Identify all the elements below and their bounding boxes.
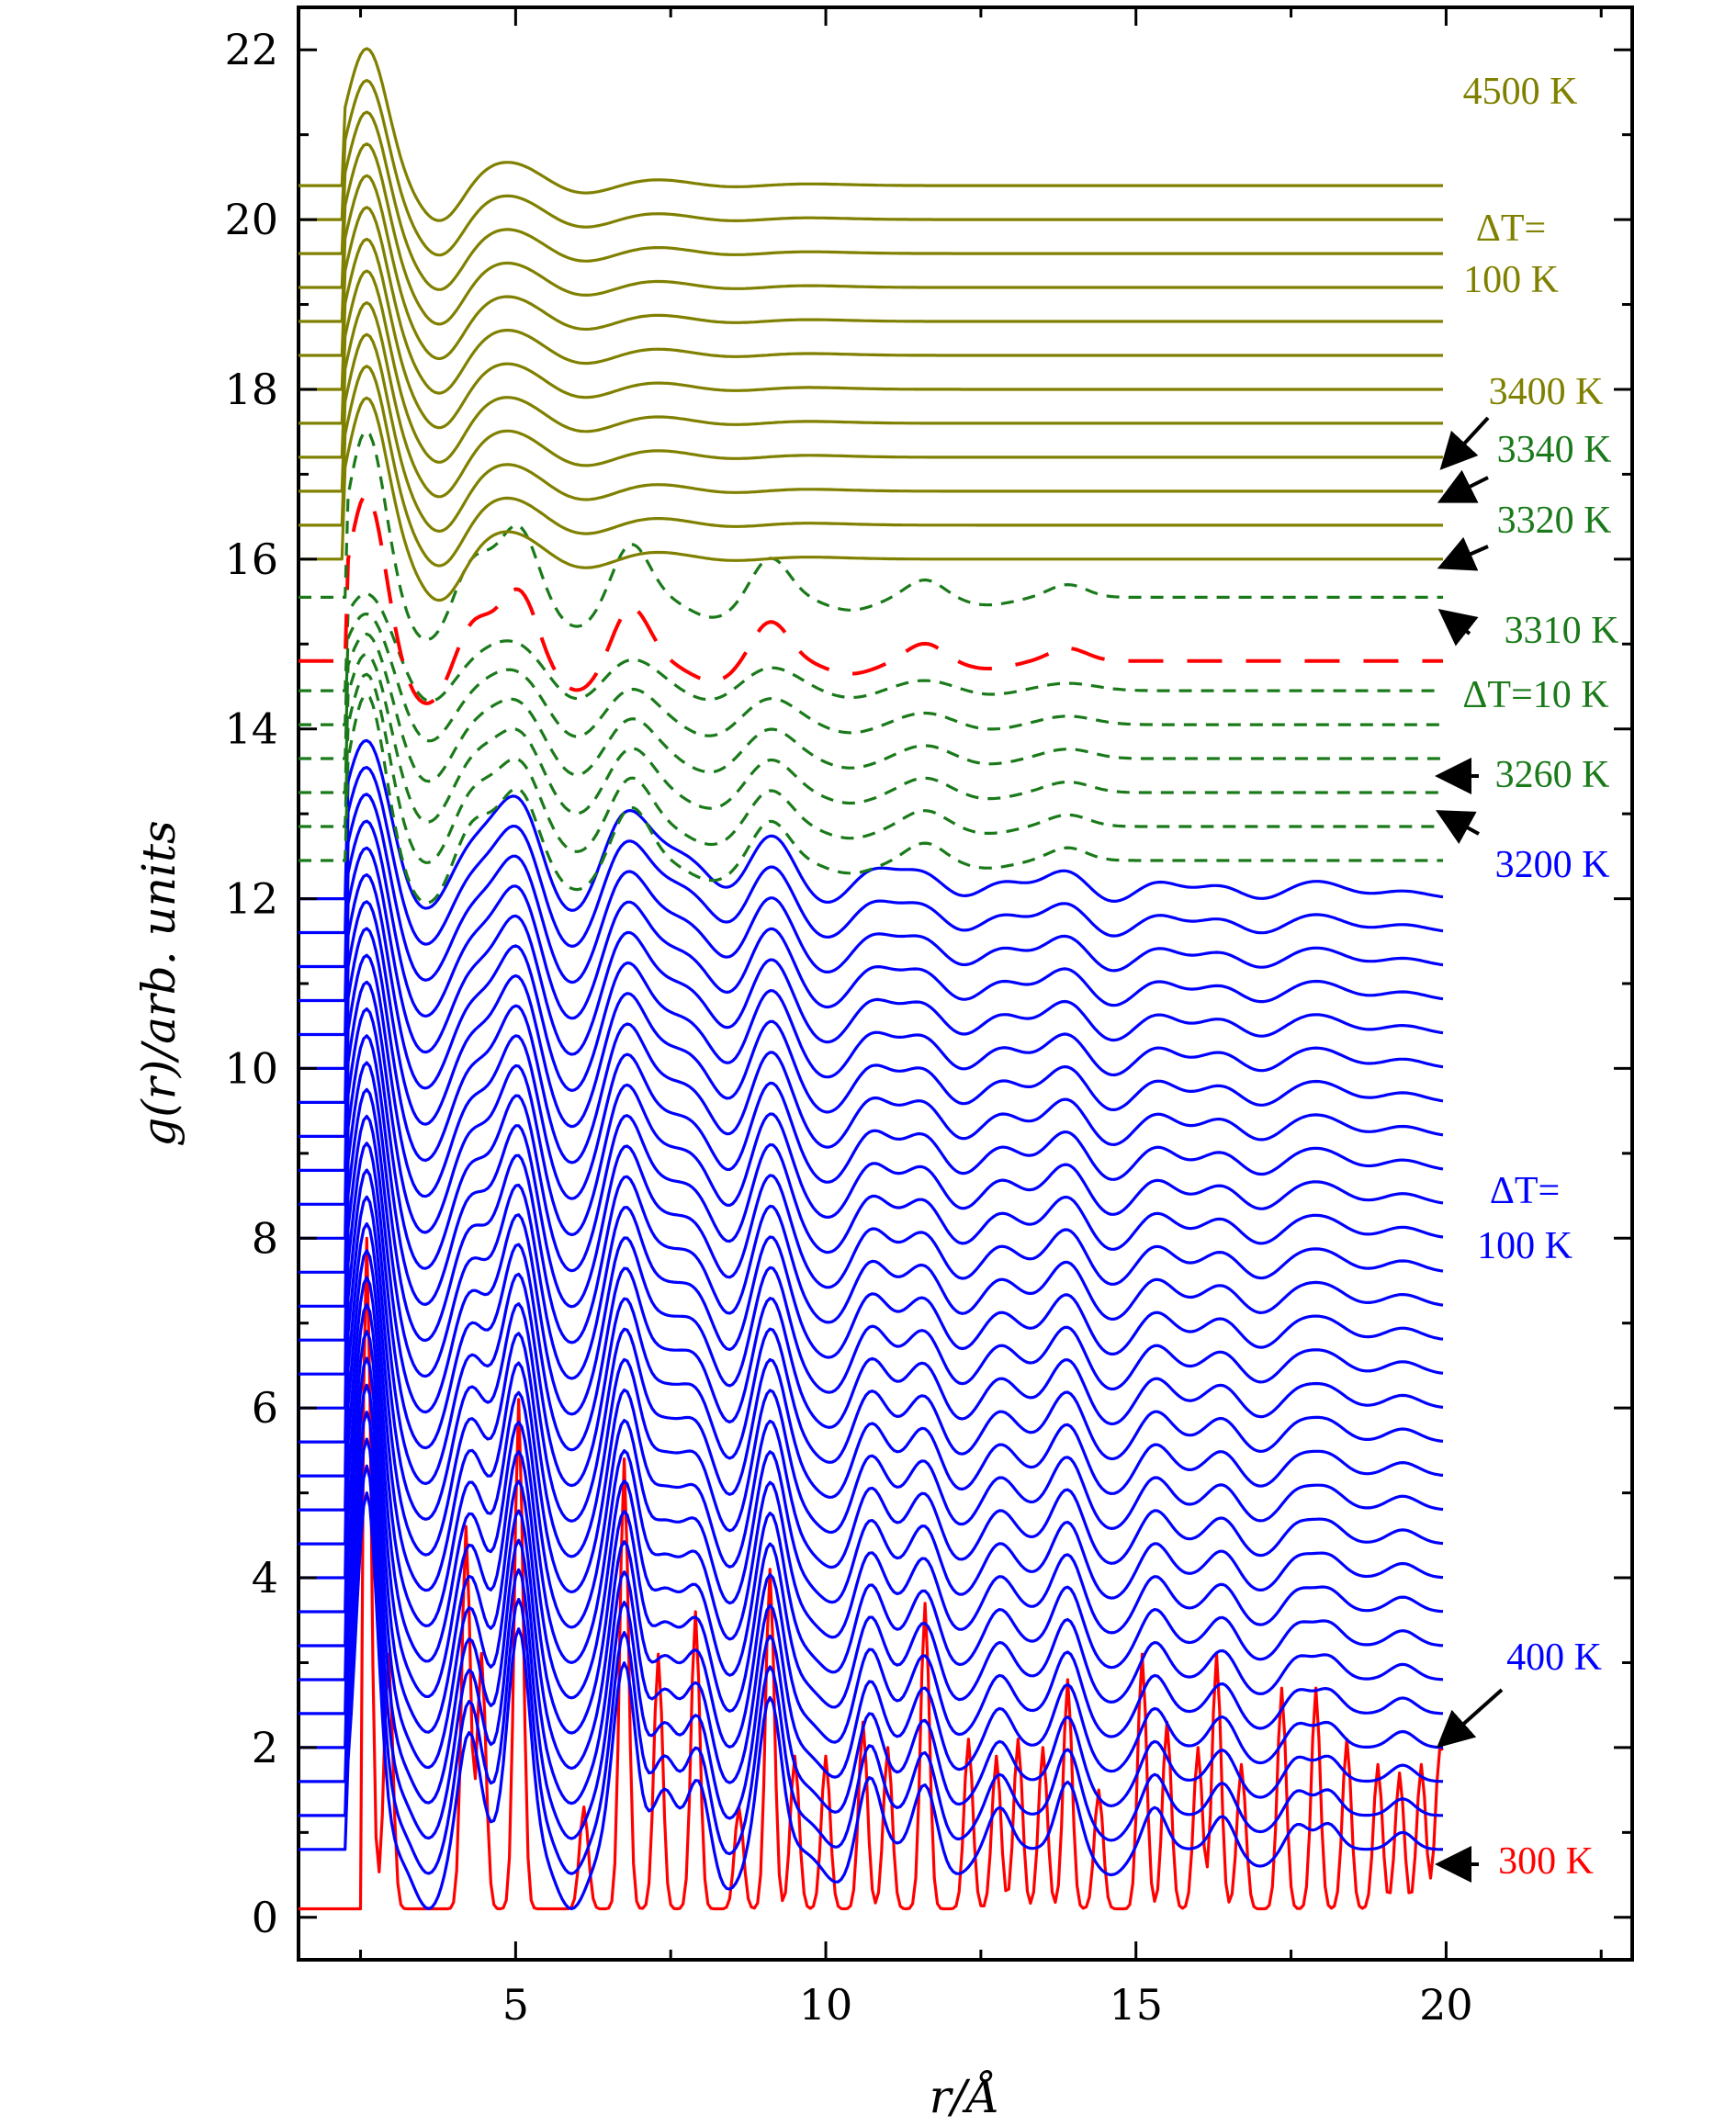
rdf-curve-2400K — [299, 953, 1444, 1200]
rdf-curve-1900K — [299, 1087, 1444, 1380]
rdf-curve-4200K — [299, 142, 1443, 326]
y-tick-label: 6 — [252, 1383, 278, 1433]
rdf-curve-4300K — [299, 110, 1443, 291]
rdf-curve-3700K — [299, 301, 1443, 499]
label-transition-delta-t: ΔT=10 K — [1462, 674, 1608, 716]
arrow-layer — [1435, 416, 1504, 1883]
label-3260K: 3260 K — [1495, 754, 1610, 796]
rdf-curve-1700K — [299, 1142, 1444, 1452]
y-tick-label: 16 — [224, 534, 278, 584]
rdf-curve-2600K — [299, 900, 1444, 1129]
rdf-curve-2300K — [299, 980, 1444, 1237]
label-3320K: 3320 K — [1497, 500, 1612, 542]
rdf-curve-3290K — [299, 632, 1443, 783]
rdf-curve-4100K — [299, 174, 1443, 361]
rdf-curve-3300K — [299, 612, 1443, 743]
x-tick-label: 15 — [1109, 1980, 1163, 2030]
rdf-curve-3600K — [299, 332, 1443, 533]
label-liquid-delta-t: ΔT= — [1476, 208, 1546, 250]
y-tick-label: 22 — [224, 25, 278, 74]
rdf-curve-1000K — [299, 1330, 1444, 1700]
rdf-curve-3500K — [299, 365, 1443, 568]
x-axis-title: r/Å — [930, 2069, 1000, 2123]
y-tick-label: 14 — [224, 704, 278, 754]
series-layer — [299, 47, 1444, 1911]
rdf-curve-3310K — [299, 592, 1443, 703]
y-axis-title: g(r)/arb. units — [132, 820, 186, 1146]
rdf-curve-1400K — [299, 1221, 1444, 1558]
rdf-curve-2800K — [299, 846, 1444, 1056]
y-tick-label: 18 — [224, 365, 278, 414]
arrow-3400K — [1439, 416, 1490, 470]
rdf-curve-800K — [299, 1383, 1444, 1771]
x-tick-label: 20 — [1419, 1980, 1473, 2030]
label-liquid-delta-t-value: 100 K — [1463, 259, 1559, 301]
rdf-curve-3000K — [299, 793, 1444, 984]
arrow-3310K — [1437, 609, 1479, 647]
label-3340K: 3340 K — [1497, 429, 1612, 471]
arrow-3340K — [1437, 469, 1489, 503]
annotation-layer: 4500 K ΔT= 100 K 3400 K 3340 K 3320 K 33… — [1462, 71, 1618, 1883]
rdf-curve-2000K — [299, 1061, 1444, 1344]
rdf-curve-4500K — [299, 47, 1443, 222]
rdf-curve-400K — [299, 1491, 1443, 1911]
rdf-curve-2700K — [299, 872, 1444, 1092]
rdf-curve-3100K — [299, 766, 1444, 948]
y-tick-label: 0 — [252, 1893, 278, 1942]
rdf-curve-500K — [299, 1464, 1443, 1875]
plot-frame — [297, 6, 1634, 1962]
rdf-curve-4400K — [299, 78, 1443, 257]
rdf-curve-2100K — [299, 1034, 1444, 1309]
rdf-curve-3400K — [299, 396, 1443, 602]
label-3400K: 3400 K — [1489, 371, 1604, 413]
y-tick-label: 4 — [252, 1553, 278, 1603]
y-tick-label: 2 — [252, 1723, 278, 1772]
arrow-3200K — [1435, 810, 1480, 844]
rdf-curve-3340K — [299, 430, 1443, 642]
rdf-curve-1800K — [299, 1114, 1444, 1416]
rdf-curve-300K — [299, 1236, 1444, 1911]
y-tick-label: 8 — [252, 1213, 278, 1263]
label-3200K: 3200 K — [1495, 844, 1610, 886]
rdf-curve-1600K — [299, 1168, 1444, 1488]
rdf-curve-700K — [299, 1411, 1444, 1805]
rdf-curve-900K — [299, 1356, 1444, 1735]
label-400K: 400 K — [1506, 1637, 1602, 1679]
rdf-curve-3270K — [299, 672, 1443, 864]
rdf-curve-1500K — [299, 1195, 1444, 1523]
y-tick-label: 20 — [224, 195, 278, 244]
arrow-400K — [1437, 1688, 1504, 1749]
rdf-curve-1300K — [299, 1249, 1444, 1594]
rdf-curve-3900K — [299, 237, 1443, 430]
y-tick-label: 10 — [224, 1043, 278, 1093]
label-300K: 300 K — [1498, 1840, 1594, 1883]
y-tick-label: 12 — [224, 874, 278, 924]
x-tick-label: 10 — [799, 1980, 853, 2030]
label-solid-delta-t-value: 100 K — [1477, 1225, 1573, 1267]
rdf-curve-1100K — [299, 1302, 1444, 1664]
rdf-curve-4000K — [299, 206, 1443, 395]
arrow-3320K — [1437, 536, 1489, 571]
rdf-curve-3800K — [299, 269, 1443, 464]
x-tick-label: 5 — [502, 1980, 529, 2030]
rdf-curve-3260K — [299, 692, 1443, 905]
rdf-curve-1200K — [299, 1276, 1444, 1629]
rdf-curve-2900K — [299, 819, 1444, 1020]
tick-layer: 5 10 15 20 0 2 4 6 8 10 12 14 16 18 20 22 — [224, 7, 1632, 2030]
label-4500K: 4500 K — [1463, 71, 1578, 113]
label-solid-delta-t: ΔT= — [1490, 1170, 1560, 1212]
label-3310K: 3310 K — [1505, 610, 1619, 652]
rdf-curve-2500K — [299, 927, 1444, 1164]
rdf-curve-3280K — [299, 652, 1443, 824]
rdf-curve-3320K — [299, 492, 1443, 705]
rdf-curve-2200K — [299, 1007, 1444, 1273]
rdf-curve-600K — [299, 1437, 1444, 1840]
